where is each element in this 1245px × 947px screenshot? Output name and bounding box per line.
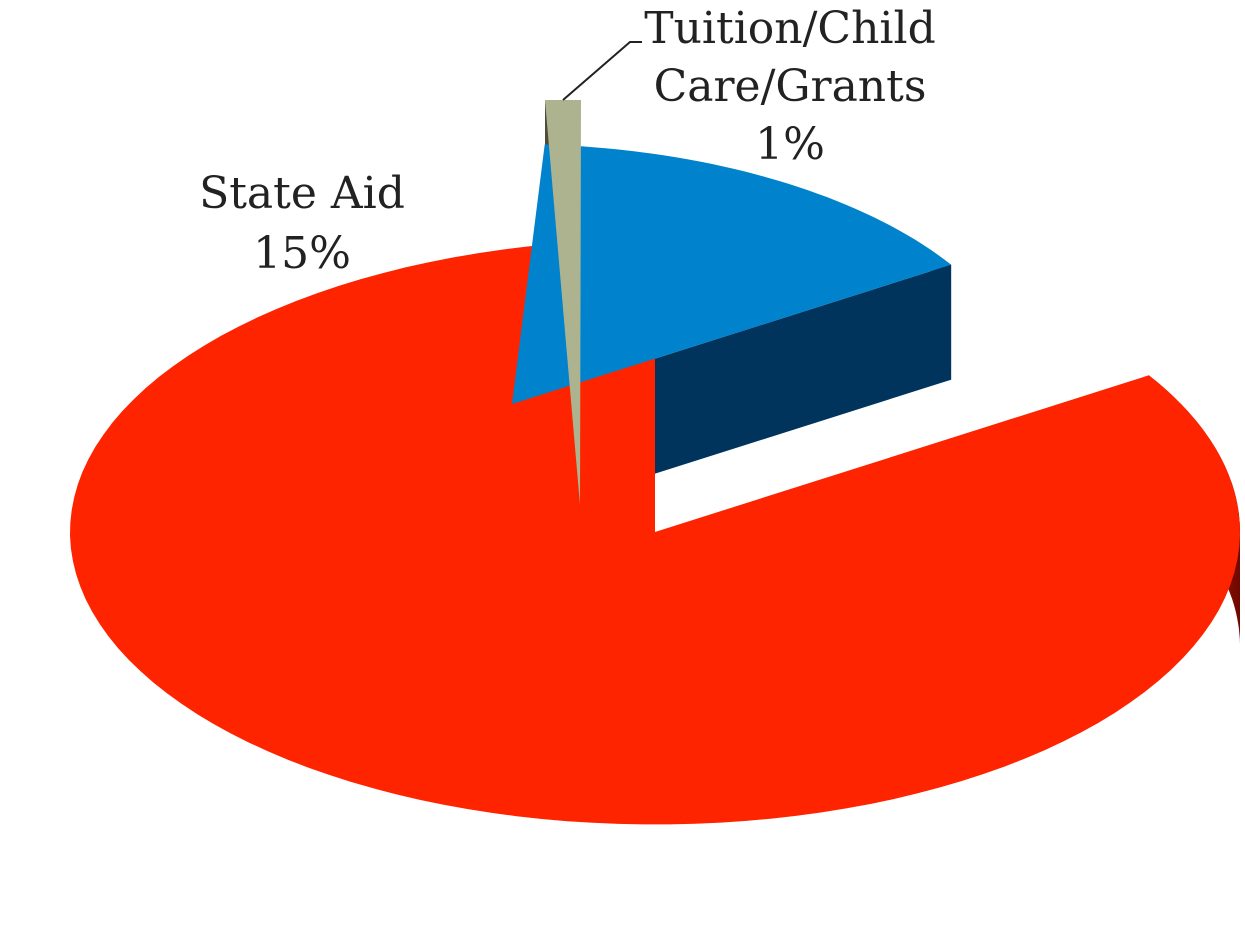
data-label-state-aid-percent: 15% [253,228,351,279]
data-label-tuition-line1: Tuition/Child [644,3,935,54]
slice-main [70,239,1240,825]
data-label-tuition-percent: 1% [755,119,825,170]
slice-tuition [545,100,581,505]
leader-line-tuition [562,41,642,101]
data-label-tuition-line2: Care/Grants [654,61,927,112]
data-label-state-aid: State Aid [199,168,405,219]
slice-state-aid [512,144,952,404]
